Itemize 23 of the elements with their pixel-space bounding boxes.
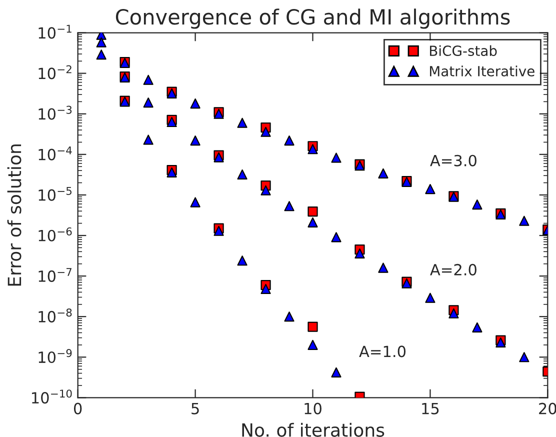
- y-tick-label: 10$^{−8}$: [38, 308, 72, 322]
- x-tick-label: 20: [539, 402, 556, 414]
- y-tick-label: 10$^{−2}$: [38, 65, 72, 80]
- y-tick-label: 10$^{−5}$: [38, 187, 72, 201]
- y-tick-label: 10$^{−3}$: [38, 106, 72, 120]
- x-tick-label: 5: [192, 403, 199, 414]
- y-tick-label: 10$^{−10}$: [32, 390, 72, 404]
- y-tick-label: 10$^{−4}$: [38, 146, 72, 160]
- annotation: A=3.0: [430, 154, 476, 166]
- x-axis-title: No. of iterations: [242, 422, 384, 437]
- x-tick-label: 15: [422, 403, 439, 414]
- y-axis-title: Error of solution: [7, 144, 22, 286]
- y-tick-label: 10$^{−6}$: [38, 227, 72, 242]
- y-tick-label: 10$^{−9}$: [38, 349, 72, 364]
- legend-label: Matrix Iterative: [430, 66, 534, 76]
- y-tick-label: 10$^{−7}$: [38, 268, 72, 282]
- y-tick-label: 10$^{−1}$: [38, 24, 72, 39]
- chart-title: Convergence of CG and MI algorithms: [116, 8, 510, 29]
- annotation: A=2.0: [430, 264, 476, 276]
- legend-label: BiCG-stab: [430, 45, 497, 56]
- x-tick-label: 0: [74, 402, 82, 414]
- x-tick-label: 10: [304, 402, 322, 414]
- annotation: A=1.0: [359, 346, 406, 358]
